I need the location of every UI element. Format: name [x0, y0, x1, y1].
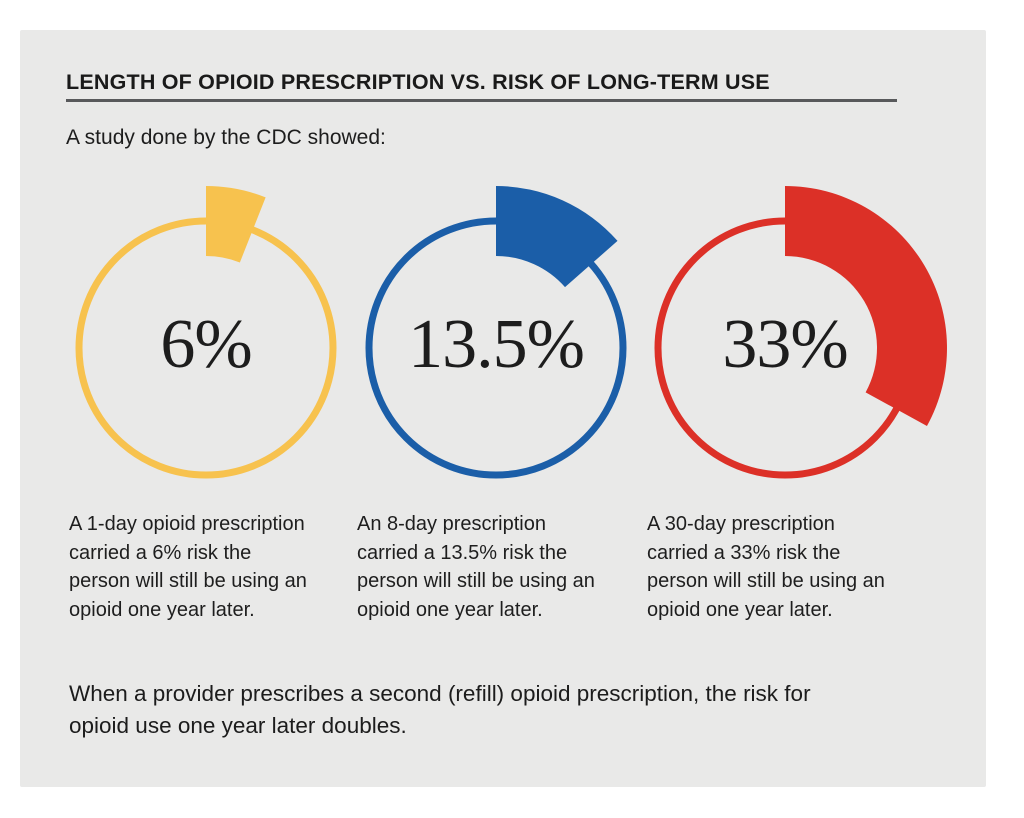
- donut-caption-8-day: An 8-day prescription carried a 13.5% ri…: [357, 513, 595, 621]
- refill-risk-note: When a provider prescribes a second (ref…: [69, 681, 811, 738]
- donut-percentage-label: 33%: [722, 305, 848, 383]
- donut-caption-30-day: A 30-day prescription carried a 33% risk…: [647, 513, 885, 621]
- donut-caption-1-day: A 1-day opioid prescription carried a 6%…: [69, 513, 307, 621]
- donut-ring-1-day-icon: [75, 186, 337, 479]
- title-underline: [66, 99, 897, 102]
- donut-chart-30-day: 33%: [615, 178, 955, 518]
- donut-ring-30-day-icon: [654, 186, 947, 479]
- donut-percentage-label: 13.5%: [408, 305, 585, 383]
- infographic-panel: LENGTH OF OPIOID PRESCRIPTION VS. RISK O…: [20, 30, 986, 787]
- subtitle: A study done by the CDC showed:: [66, 126, 386, 149]
- donut-percentage-label: 6%: [160, 305, 252, 383]
- donut-ring-8-day-icon: [365, 186, 627, 479]
- donut-chart-8-day: 13.5%: [326, 178, 666, 518]
- page-title: LENGTH OF OPIOID PRESCRIPTION VS. RISK O…: [66, 70, 770, 94]
- donut-chart-1-day: 6%: [36, 178, 376, 518]
